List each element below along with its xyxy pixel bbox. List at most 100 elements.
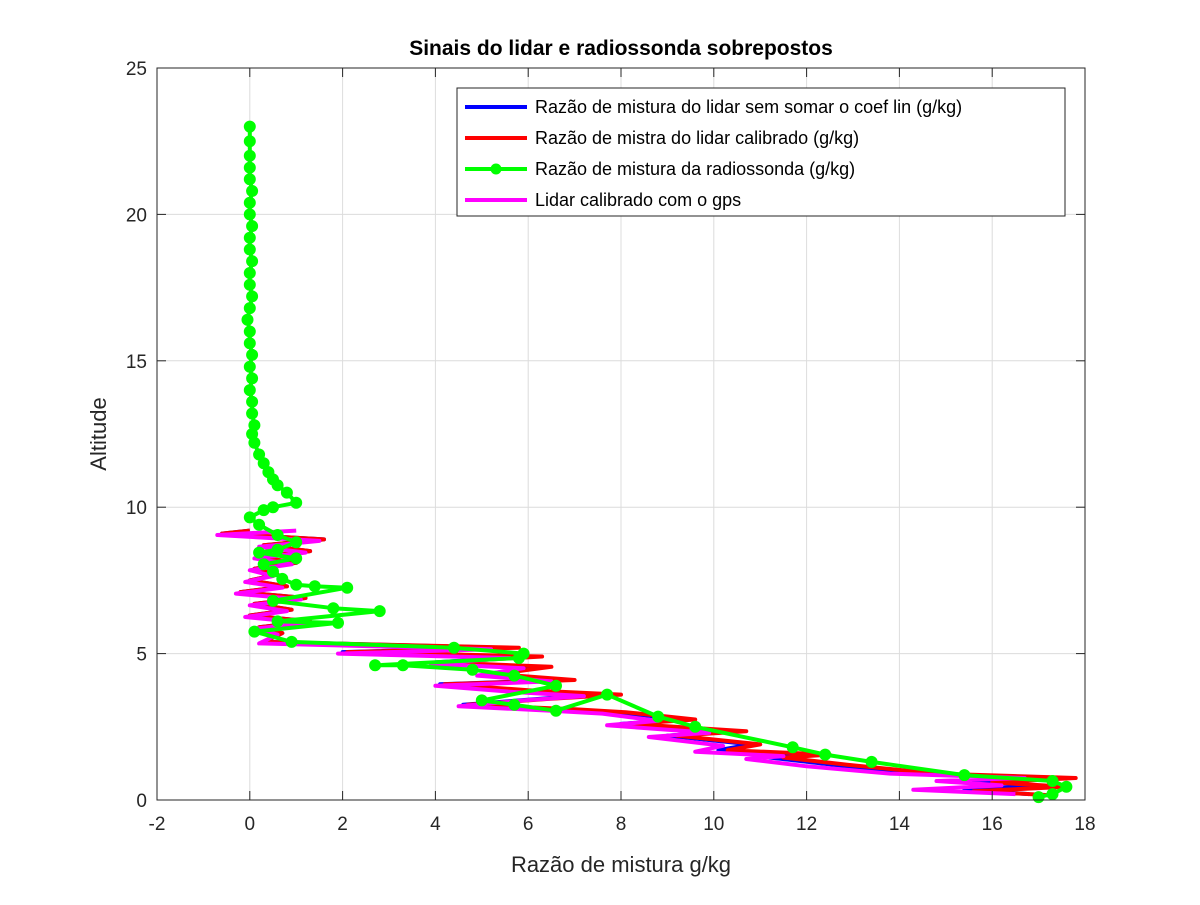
data-point: [290, 536, 303, 549]
data-point: [341, 581, 354, 594]
data-point: [243, 511, 256, 524]
data-point: [332, 616, 344, 629]
data-point: [243, 384, 256, 397]
data-point: [243, 135, 256, 148]
data-point: [253, 448, 266, 461]
x-tick-label: 16: [982, 814, 1003, 835]
data-point: [1032, 791, 1045, 804]
data-point: [246, 255, 259, 268]
legend-label: Lidar calibrado com o gps: [535, 190, 741, 210]
data-point: [517, 647, 530, 660]
data-point: [290, 496, 303, 509]
x-tick-label: 18: [1074, 814, 1095, 835]
legend-label: Razão de mistura da radiossonda (g/kg): [535, 159, 855, 179]
data-point: [271, 529, 284, 541]
x-tick-label: 6: [523, 814, 534, 835]
x-tick-label: 12: [796, 814, 817, 835]
data-point: [257, 558, 270, 571]
data-point: [271, 615, 284, 628]
legend: Razão de mistura do lidar sem somar o co…: [456, 87, 1066, 217]
data-point: [246, 372, 259, 385]
data-point: [253, 518, 266, 531]
chart-title: Sinais do lidar e radiossonda sobreposto…: [409, 37, 833, 60]
data-point: [246, 348, 259, 361]
data-point: [267, 565, 279, 578]
data-point: [448, 641, 460, 654]
data-point: [243, 267, 256, 279]
data-point: [267, 594, 279, 607]
data-point: [243, 149, 256, 162]
y-tick-label: 0: [136, 791, 147, 812]
data-point: [819, 748, 832, 761]
legend-label: Razão de mistura do lidar sem somar o co…: [535, 97, 962, 117]
data-point: [290, 552, 303, 565]
data-point: [271, 543, 284, 556]
data-point: [243, 325, 256, 338]
x-tick-label: -2: [149, 814, 166, 835]
data-point: [958, 769, 971, 782]
x-axis-label: Razão de mistura g/kg: [511, 852, 731, 877]
data-point: [786, 741, 799, 754]
data-point: [550, 679, 562, 692]
data-point: [689, 720, 702, 733]
data-point: [1060, 780, 1073, 793]
data-point: [243, 278, 256, 291]
data-point: [466, 663, 479, 676]
x-tick-label: 8: [616, 814, 627, 835]
legend-marker: [490, 163, 502, 175]
data-point: [243, 302, 256, 315]
data-point: [243, 161, 256, 174]
data-point: [243, 120, 256, 133]
y-tick-label: 20: [126, 205, 147, 226]
data-point: [369, 659, 382, 672]
data-point: [243, 360, 256, 373]
data-point: [508, 698, 521, 711]
data-point: [396, 659, 409, 672]
data-point: [276, 572, 289, 585]
y-tick-label: 25: [126, 59, 147, 80]
data-point: [243, 196, 256, 209]
series-layer: [215, 120, 1078, 804]
y-axis-label: Altitude: [86, 397, 111, 470]
data-point: [308, 580, 321, 593]
data-point: [248, 419, 261, 432]
legend-label: Razão de mistra do lidar calibrado (g/kg…: [535, 128, 859, 148]
y-tick-label: 10: [126, 498, 147, 519]
data-point: [267, 501, 279, 514]
x-tick-label: 2: [337, 814, 348, 835]
data-point: [246, 185, 259, 197]
data-point: [248, 625, 261, 638]
data-point: [1046, 788, 1059, 801]
data-point: [290, 578, 303, 591]
data-point: [327, 602, 340, 615]
data-point: [508, 669, 521, 682]
data-point: [373, 605, 386, 618]
data-point: [1046, 775, 1059, 787]
data-point: [243, 173, 256, 186]
y-tick-label: 5: [136, 645, 147, 666]
data-point: [865, 755, 878, 768]
data-point: [246, 290, 259, 303]
data-point: [475, 694, 488, 707]
data-point: [246, 395, 259, 408]
data-point: [241, 313, 254, 326]
x-tick-label: 14: [889, 814, 911, 835]
data-point: [253, 546, 266, 559]
series-3: [241, 120, 1073, 804]
data-point: [652, 710, 665, 723]
x-tick-label: 0: [245, 814, 256, 835]
data-point: [243, 231, 256, 244]
data-point: [243, 208, 256, 221]
legend-box: [456, 87, 1066, 217]
x-tick-label: 4: [430, 814, 441, 835]
data-point: [601, 688, 614, 701]
data-point: [246, 407, 259, 420]
data-point: [550, 704, 562, 717]
data-point: [280, 486, 293, 499]
data-point: [246, 220, 259, 233]
data-point: [243, 337, 256, 350]
data-point: [243, 243, 256, 256]
